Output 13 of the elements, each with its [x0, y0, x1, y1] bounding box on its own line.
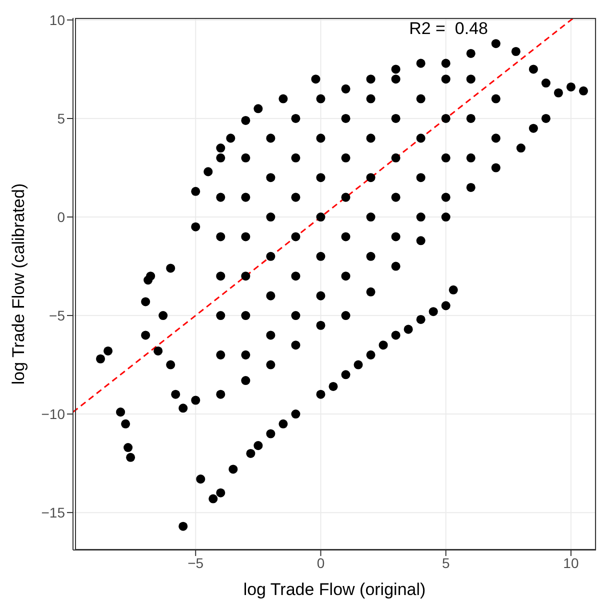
y-tick-label: 10: [49, 12, 66, 28]
y-tick-label: 0: [57, 208, 66, 225]
x-tick-label: 10: [563, 554, 579, 571]
annotation: R2 = 0.48: [409, 19, 488, 39]
y-tick-label: −5: [49, 307, 66, 324]
x-tick-label: 0: [316, 554, 325, 571]
y-axis-title: log Trade Flow (calibrated): [9, 183, 28, 385]
x-tick-label: 5: [442, 554, 450, 571]
x-tick-label: −5: [188, 554, 204, 571]
x-axis-title: log Trade Flow (original): [243, 580, 426, 599]
y-tick-label: −15: [41, 504, 66, 521]
y-tick-label: 5: [57, 110, 66, 126]
y-tick-label: −10: [41, 406, 66, 422]
